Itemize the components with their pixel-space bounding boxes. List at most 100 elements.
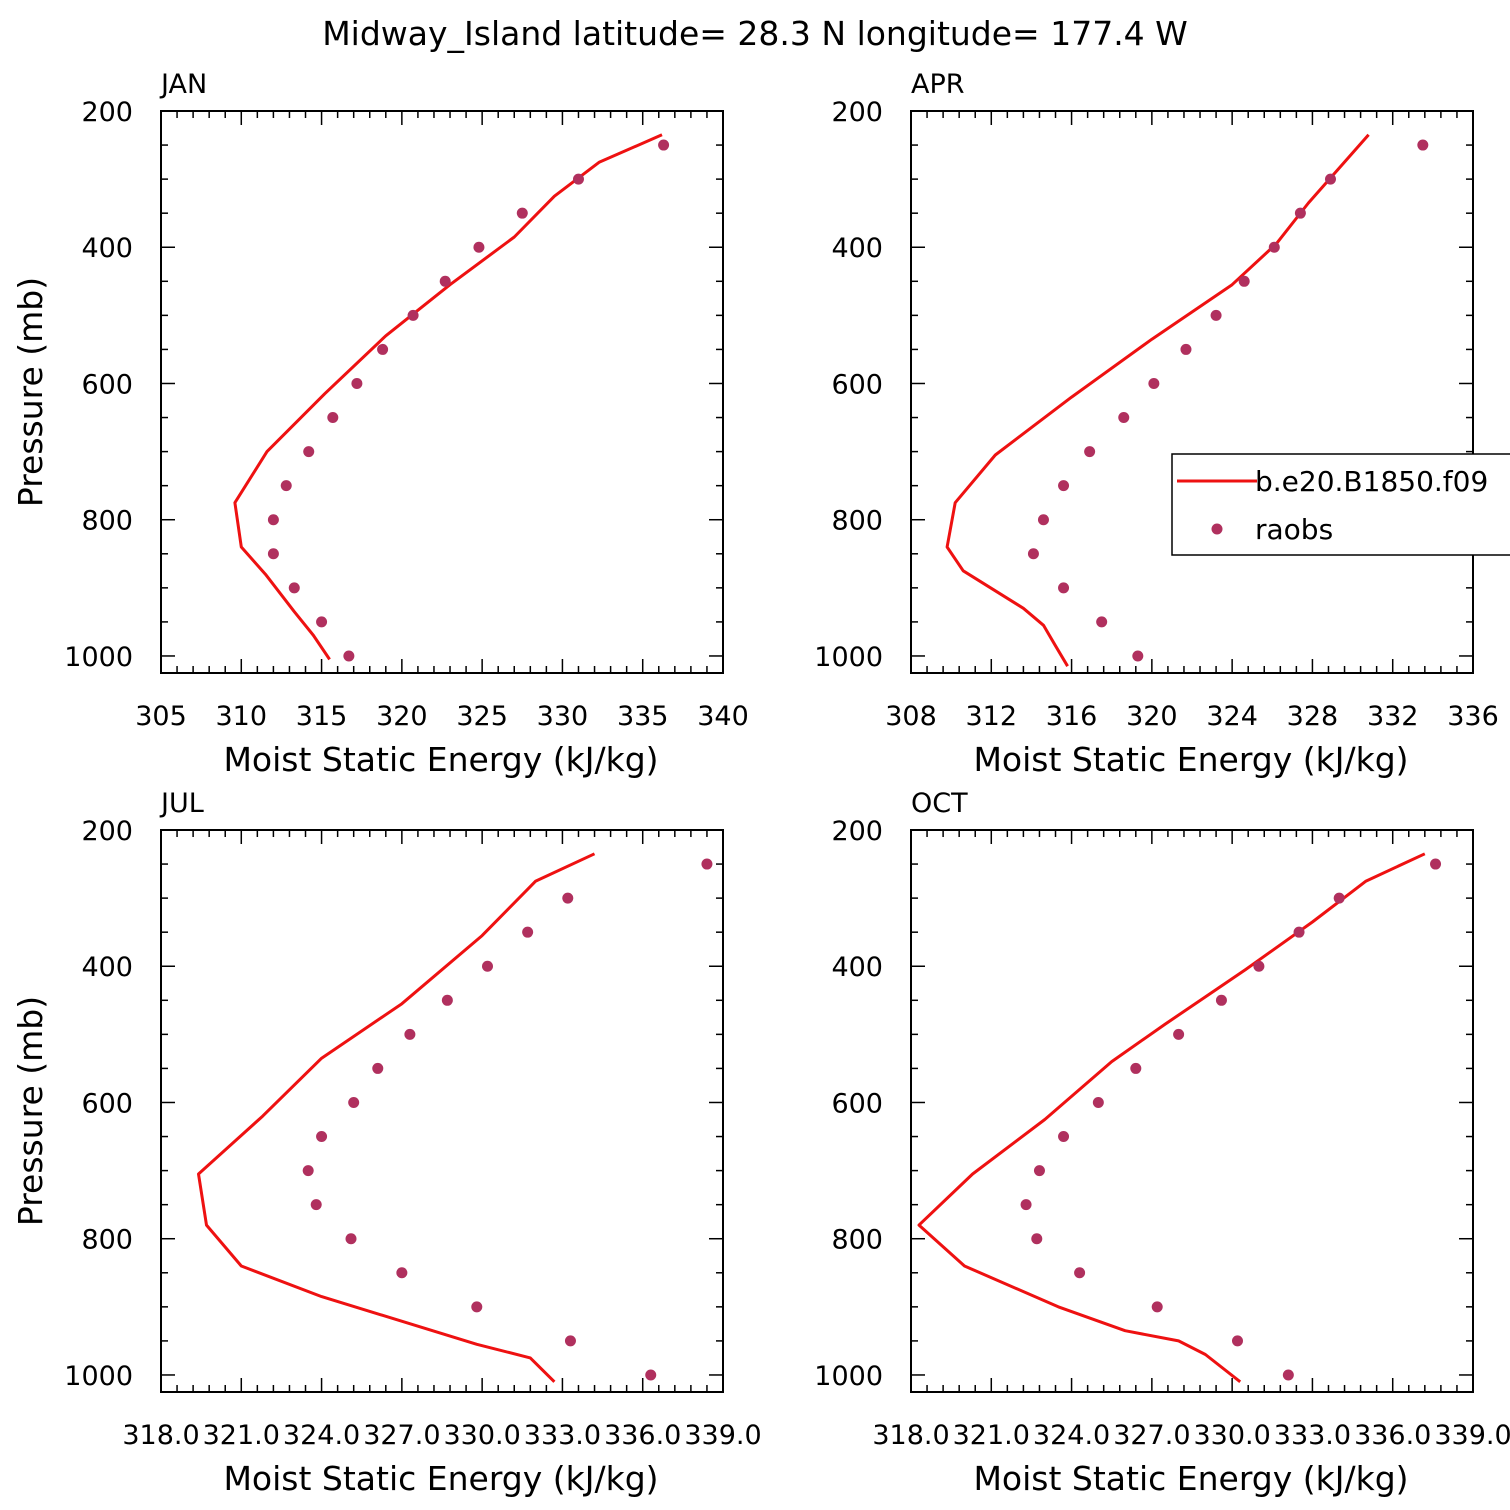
x-tick-label: 330.0 (1193, 1420, 1270, 1451)
x-tick-label: 336 (1447, 701, 1499, 732)
y-tick-label: 600 (81, 1088, 133, 1119)
x-tick-label: 305 (135, 701, 187, 732)
raobs-point (1096, 616, 1108, 628)
y-tick-label: 1000 (64, 642, 133, 673)
x-tick-label: 321.0 (203, 1420, 280, 1451)
raobs-point (302, 1165, 314, 1177)
raobs-point (1430, 858, 1442, 870)
raobs-point (1231, 1335, 1243, 1347)
raobs-point (280, 480, 292, 492)
raobs-point (1027, 548, 1039, 560)
raobs-point (1253, 960, 1265, 972)
raobs-point (303, 446, 315, 458)
x-tick-label: 330 (537, 701, 589, 732)
plot-frame (160, 110, 724, 674)
raobs-point (471, 1301, 483, 1313)
raobs-point (345, 1233, 357, 1245)
x-tick-label: 312 (966, 701, 1018, 732)
x-tick-label: 339.0 (684, 1420, 761, 1451)
raobs-point (562, 892, 574, 904)
raobs-point (1282, 1369, 1294, 1381)
x-tick-label: 318.0 (122, 1420, 199, 1451)
x-tick-label: 330.0 (443, 1420, 520, 1451)
panel-label: JUL (159, 788, 204, 819)
y-tick-label: 400 (81, 952, 133, 983)
legend: b.e20.B1850.f09 raobs (1171, 453, 1510, 556)
raobs-point (407, 309, 419, 321)
raobs-point (1294, 207, 1306, 219)
y-tick-label: 400 (831, 233, 883, 264)
x-tick-label: 340 (697, 701, 749, 732)
raobs-point (441, 994, 453, 1006)
x-tick-label: 332 (1367, 701, 1419, 732)
x-axis-title: Moist Static Energy (kJ/kg) (973, 1459, 1408, 1498)
y-axis-title: Pressure (mb) (11, 996, 50, 1226)
y-tick-label: 800 (831, 506, 883, 537)
raobs-point (1130, 1062, 1142, 1074)
y-tick-label: 200 (81, 816, 133, 847)
y-tick-label: 800 (831, 1225, 883, 1256)
x-tick-label: 324 (1206, 701, 1258, 732)
x-tick-label: 333.0 (1274, 1420, 1351, 1451)
raobs-point (1058, 582, 1070, 594)
raobs-point (439, 275, 451, 287)
x-tick-label: 321.0 (953, 1420, 1030, 1451)
panel-jul: JUL 318.0 321.0 324.0 327.0 330.0 333.0 336.0 33… (11, 788, 762, 1498)
raobs-point (1333, 892, 1345, 904)
series-line-model (233, 133, 663, 661)
y-tick-label: 200 (831, 816, 883, 847)
raobs-point (288, 582, 300, 594)
raobs-point (1324, 173, 1336, 185)
raobs-point (1268, 241, 1280, 253)
raobs-point (377, 343, 389, 355)
figure-title: Midway_Island latitude= 28.3 N longitude… (322, 14, 1188, 53)
x-tick-label: 324.0 (1033, 1420, 1110, 1451)
panel-oct: OCT 318.0 321.0 324.0 327.0 330.0 333.0 336.0 33… (814, 788, 1510, 1498)
raobs-point (1293, 926, 1305, 938)
raobs-point (351, 377, 363, 389)
x-tick-label: 327.0 (1113, 1420, 1190, 1451)
raobs-point (1058, 480, 1070, 492)
raobs-point (564, 1335, 576, 1347)
y-tick-label: 400 (81, 233, 133, 264)
raobs-point (404, 1028, 416, 1040)
series-line-model (917, 852, 1426, 1383)
raobs-point (572, 173, 584, 185)
raobs-point (481, 960, 493, 972)
raobs-point (1238, 275, 1250, 287)
x-tick-label: 310 (216, 701, 268, 732)
raobs-point (1020, 1199, 1032, 1211)
raobs-point (1417, 139, 1429, 151)
legend-label-raobs: raobs (1255, 513, 1333, 546)
panels-container: JAN 305 310 315 320 325 330 335 340 200 400 600 800 1… (11, 69, 1510, 1498)
raobs-point (1151, 1301, 1163, 1313)
raobs-point (343, 650, 355, 662)
x-tick-label: 318.0 (872, 1420, 949, 1451)
raobs-point (267, 514, 279, 526)
legend-marker-sample (1211, 523, 1223, 535)
raobs-point (372, 1062, 384, 1074)
x-tick-label: 324.0 (283, 1420, 360, 1451)
panel-apr: APR 308 312 316 320 324 328 332 336 200 400 600 800 1… (814, 69, 1498, 779)
y-tick-label: 600 (831, 369, 883, 400)
raobs-point (1092, 1096, 1104, 1108)
panel-label: APR (911, 69, 965, 100)
raobs-point (1033, 1165, 1045, 1177)
legend-box (1171, 453, 1510, 556)
legend-label-model: b.e20.B1850.f09 (1255, 465, 1488, 498)
y-tick-label: 400 (831, 952, 883, 983)
raobs-point (645, 1369, 657, 1381)
x-tick-label: 320 (376, 701, 428, 732)
x-tick-label: 316 (1046, 701, 1098, 732)
x-axis-title: Moist Static Energy (kJ/kg) (223, 1459, 658, 1498)
raobs-point (1084, 446, 1096, 458)
x-tick-label: 315 (296, 701, 348, 732)
raobs-point (348, 1096, 360, 1108)
x-tick-label: 339.0 (1434, 1420, 1510, 1451)
raobs-point (473, 241, 485, 253)
raobs-point (1215, 994, 1227, 1006)
x-axis-title: Moist Static Energy (kJ/kg) (973, 740, 1408, 779)
y-tick-label: 1000 (64, 1361, 133, 1392)
